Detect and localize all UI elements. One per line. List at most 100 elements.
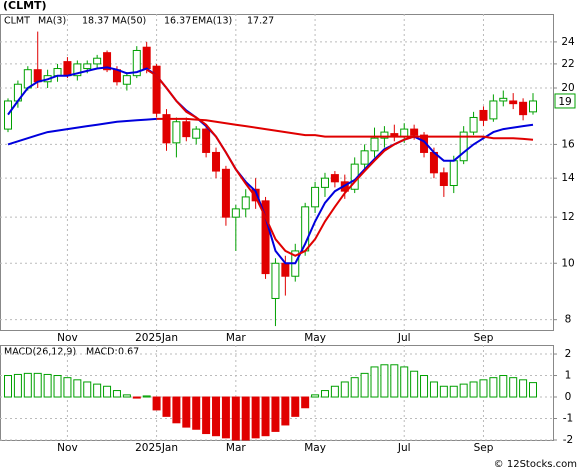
candle-body (330, 174, 339, 183)
y-tick-label: 24 (561, 36, 575, 48)
last-price-label: 19 (558, 96, 571, 108)
legend-value: 16.37 (164, 16, 191, 27)
macd-bar (271, 396, 280, 432)
macd-bar (221, 396, 230, 439)
macd-bar (439, 385, 448, 398)
macd-bar (63, 377, 72, 398)
candle-body (410, 128, 419, 136)
macd-bar (449, 385, 458, 398)
macd-bar (162, 396, 171, 417)
macd-bar (241, 396, 250, 441)
candle-body (360, 150, 369, 165)
candle-body (132, 49, 141, 77)
macd-bar (390, 364, 399, 398)
watermark: © 12Stocks.com (494, 459, 577, 470)
y-tick-label: 10 (561, 257, 574, 269)
candle-body (469, 116, 478, 133)
macd-bar (23, 372, 32, 398)
macd-bar (231, 396, 240, 441)
macd-bar (291, 396, 300, 417)
x-tick-label: Jul (397, 442, 411, 454)
macd-bar (320, 390, 329, 398)
macd-bar (499, 375, 508, 398)
macd-bar (519, 379, 528, 398)
macd-bar (142, 395, 151, 398)
macd-bar (53, 375, 62, 398)
candle-body (231, 208, 240, 218)
chart-title: (CLMT) (3, 0, 47, 12)
candle-body (519, 101, 528, 116)
macd-bar (301, 396, 310, 409)
candle-body (162, 114, 171, 144)
last-price-box (554, 93, 576, 109)
candle-body (449, 160, 458, 187)
candle-body (122, 75, 131, 85)
macd-title: MACD(26,12,9) (4, 347, 76, 358)
candle-body (93, 57, 102, 65)
indicator-line (7, 66, 534, 265)
candle-body (33, 69, 42, 83)
legend-label: MA(3) (38, 16, 66, 27)
candle-body (103, 52, 112, 71)
macd-bar (261, 396, 270, 437)
candle-body (73, 63, 82, 77)
candle-body (142, 46, 151, 70)
x-tick-label: 2025Jan (135, 442, 178, 454)
macd-bar (509, 377, 518, 398)
candle-body (192, 128, 201, 139)
macd-bar (370, 366, 379, 398)
candle-body (251, 188, 260, 202)
indicator-line (7, 117, 157, 146)
macd-bar (103, 385, 112, 398)
candle-body (261, 200, 270, 275)
y-tick-label: 1 (565, 370, 572, 382)
macd-bar (192, 396, 201, 430)
macd-bar (4, 375, 12, 398)
macd-bar (340, 381, 349, 398)
macd-bar (489, 377, 498, 398)
x-tick-label: Nov (57, 442, 78, 454)
candle-body (83, 63, 92, 70)
candle-body (212, 151, 221, 172)
candle-body (400, 128, 409, 138)
macd-bar (251, 396, 260, 439)
macd-bar (281, 396, 290, 426)
macd-bar (182, 396, 191, 428)
macd-bar (132, 396, 141, 399)
x-tick-label: Mar (226, 442, 246, 454)
y-tick-label: 22 (561, 58, 574, 70)
candle-body (529, 100, 537, 113)
y-tick-label: 16 (561, 138, 575, 150)
candle-body (63, 61, 72, 77)
candle-body (281, 262, 290, 277)
y-tick-label: 14 (561, 172, 575, 184)
macd-bar (73, 379, 82, 398)
candle-body (479, 109, 488, 121)
indicator-line (146, 68, 415, 257)
candle-body (271, 262, 280, 299)
macd-bar (380, 364, 389, 398)
candle-body (459, 131, 468, 162)
candle-body (311, 186, 320, 208)
y-tick-label: 2 (565, 348, 572, 360)
candle-body (439, 172, 448, 187)
candle-body (489, 100, 498, 120)
macd-bar (459, 383, 468, 398)
macd-bar (469, 381, 478, 398)
macd-bar (13, 373, 22, 398)
y-tick-label: 8 (565, 314, 572, 326)
x-tick-label: Nov (57, 332, 78, 344)
x-tick-label: Sep (474, 332, 494, 344)
y-tick-label: -2 (563, 434, 573, 446)
macd-bar (172, 396, 181, 424)
macd-bar (33, 372, 42, 398)
x-tick-label: Mar (226, 332, 246, 344)
y-tick-label: 0 (565, 391, 572, 403)
macd-bar (43, 373, 52, 398)
candle-body (4, 100, 12, 130)
y-tick-label: -1 (563, 413, 573, 425)
x-tick-label: Jul (397, 332, 411, 344)
macd-bar (112, 390, 121, 398)
candle-body (370, 137, 379, 152)
macd-bar (83, 381, 92, 398)
